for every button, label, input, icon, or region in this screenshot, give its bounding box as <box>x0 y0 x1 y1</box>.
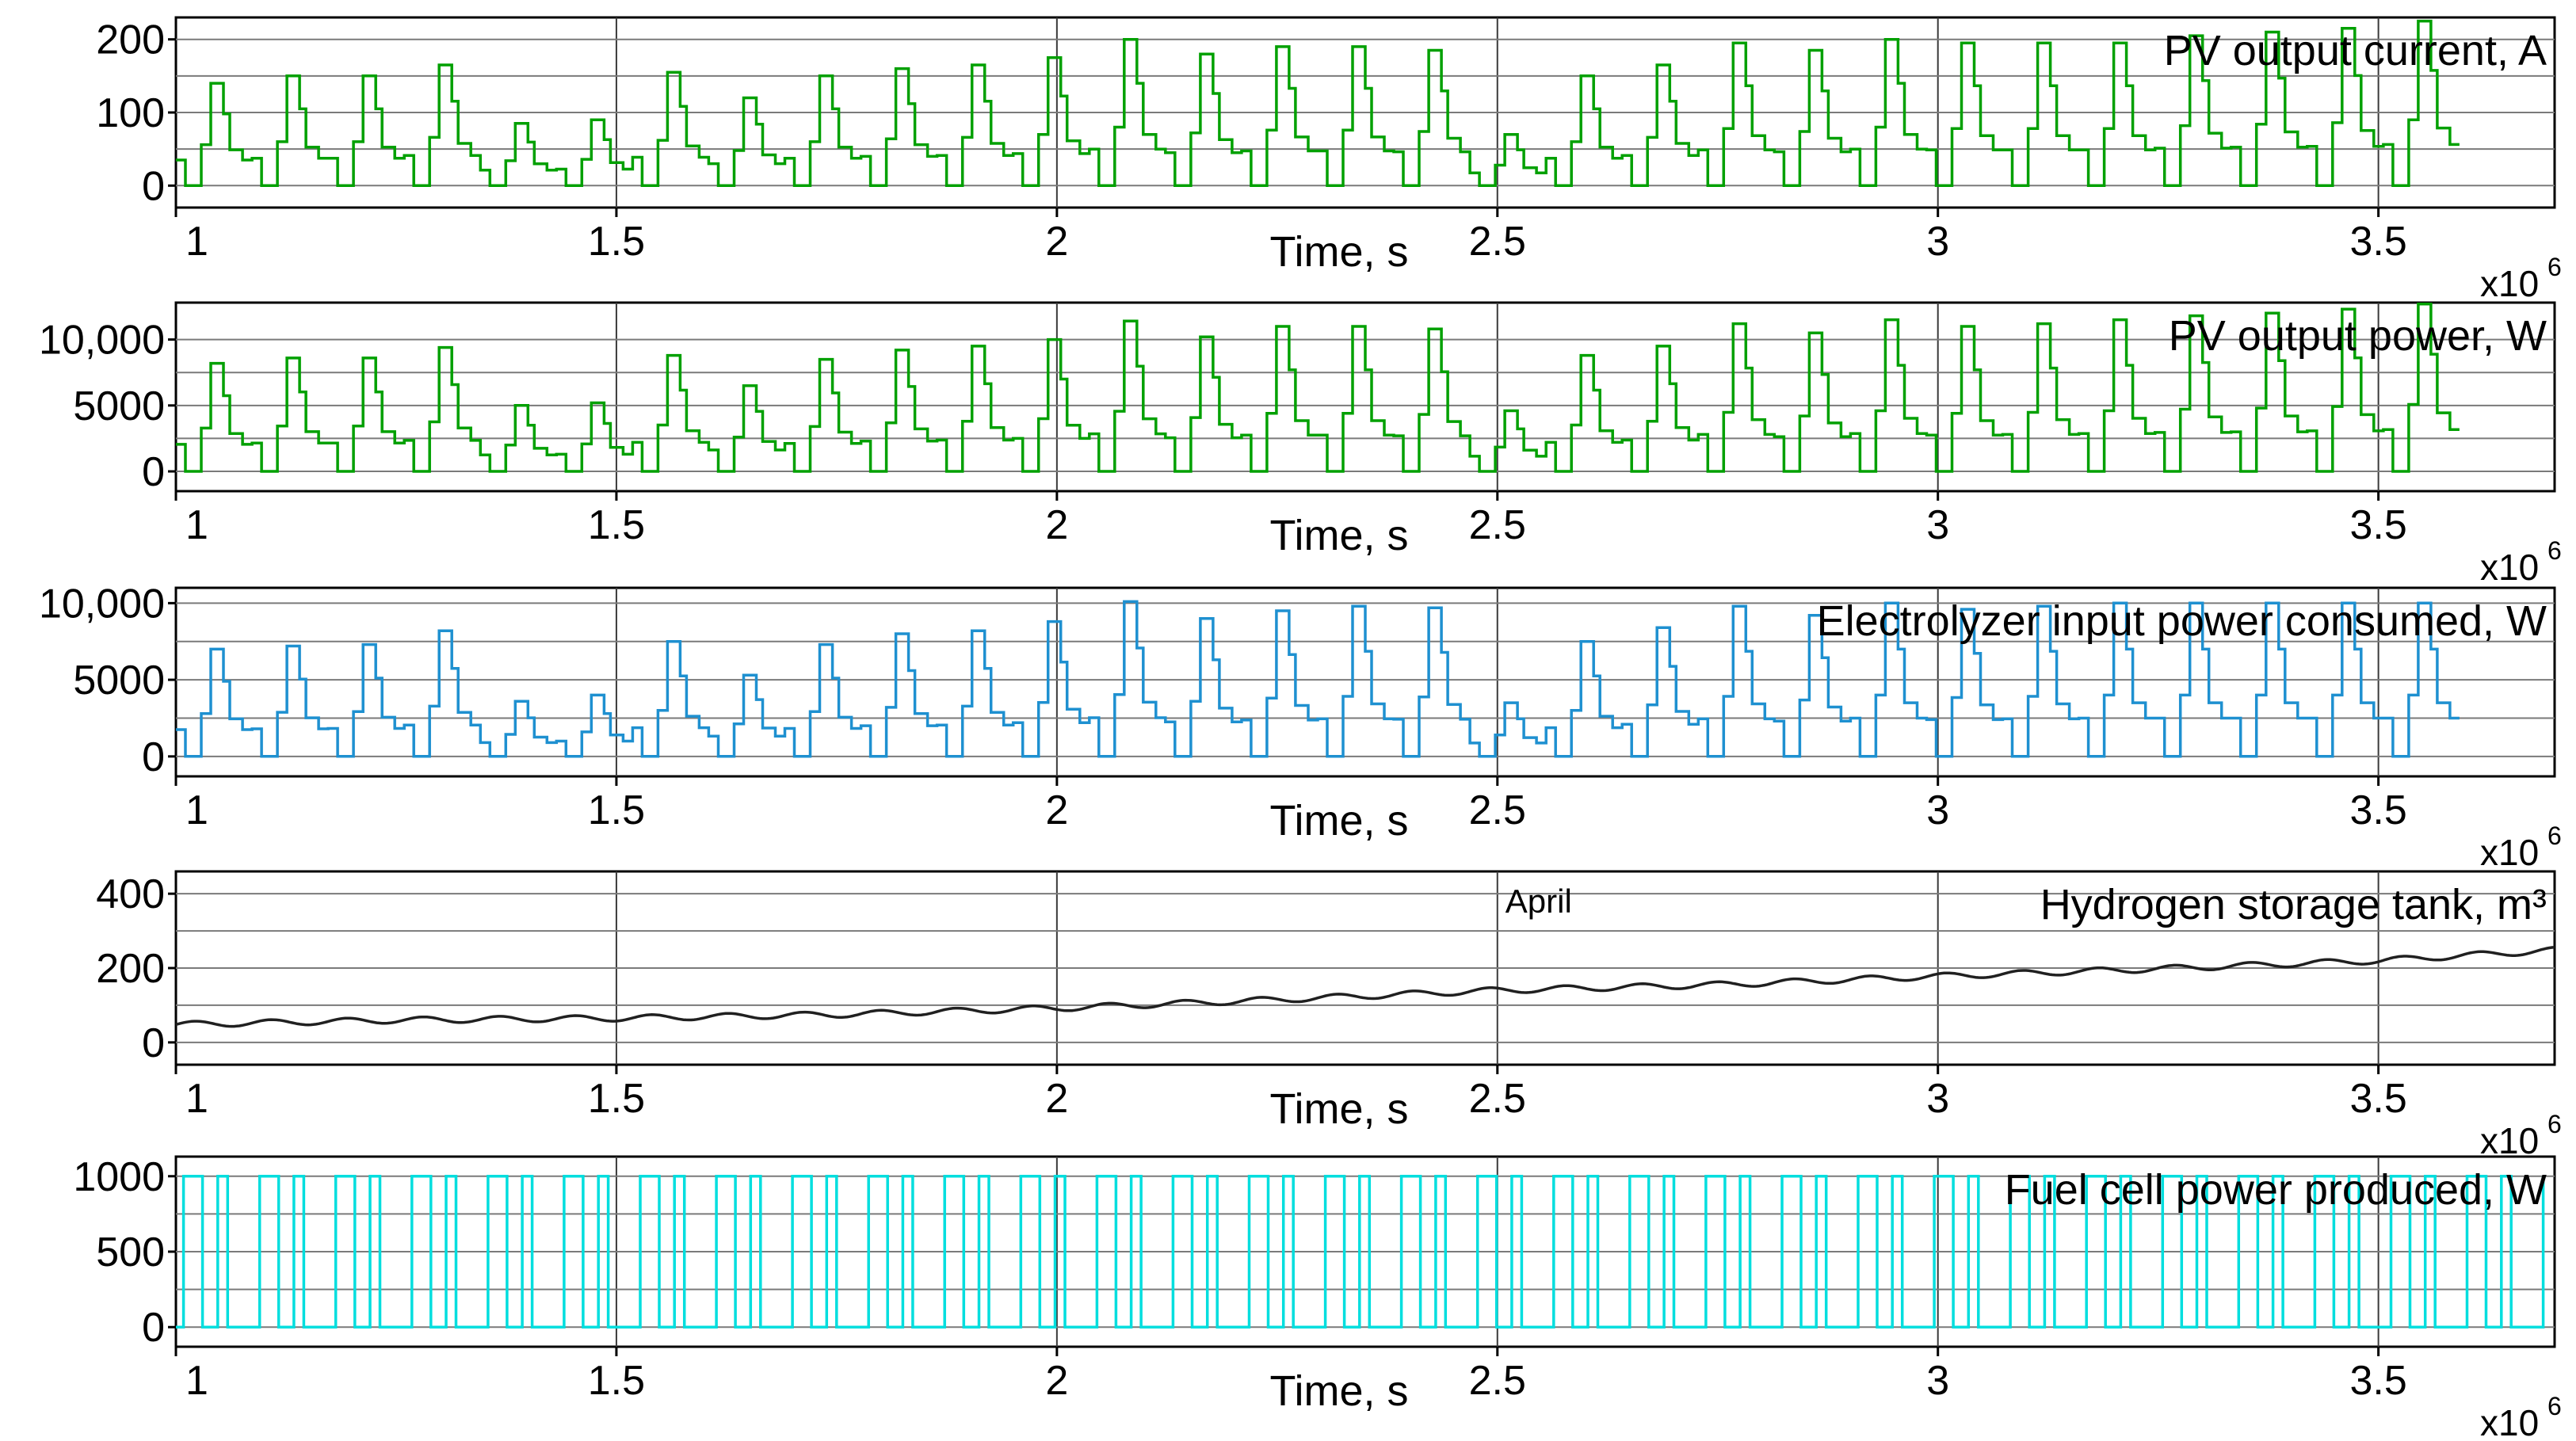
x-exponent-power: 6 <box>2547 1110 2562 1138</box>
series-line <box>175 945 2555 1028</box>
x-tick-label: 2 <box>1045 787 1068 833</box>
x-axis-title: Time, s <box>1270 1085 1409 1133</box>
x-exponent-label: x10 <box>2480 263 2539 304</box>
x-exponent-power: 6 <box>2547 536 2562 565</box>
panel-title: Hydrogen storage tank, m³ <box>2040 881 2547 928</box>
y-tick-label: 200 <box>96 946 165 992</box>
x-tick-label: 3 <box>1926 1076 1949 1122</box>
chart-panel-2: 0 5000 10,000 1 1.5 2 2.5 3 3.5 Time, s x10 6 PV out… <box>39 301 2562 588</box>
y-tick-label: 0 <box>142 1305 165 1351</box>
x-tick-label: 1 <box>185 502 208 548</box>
series-line <box>176 302 2460 473</box>
x-tick-label: 2.5 <box>1469 787 1526 833</box>
annotation-label: April <box>1506 883 1572 920</box>
x-exponent-label: x10 <box>2480 1120 2539 1161</box>
x-tick-label: 1.5 <box>588 1358 645 1404</box>
x-exponent-label: x10 <box>2480 547 2539 588</box>
series-line <box>176 19 2460 188</box>
x-exponent-power: 6 <box>2547 822 2562 850</box>
chart-panel-5: 0 500 1000 1 1.5 2 2.5 3 3.5 Time, s x10 6 Fuel cell… <box>73 1154 2561 1441</box>
gridlines <box>176 303 2555 491</box>
y-tick-label: 0 <box>142 449 165 495</box>
y-tick-label: 5000 <box>73 383 165 429</box>
x-tick-label: 3.5 <box>2349 502 2406 548</box>
y-tick-label: 500 <box>96 1229 165 1275</box>
x-tick-label: 2 <box>1045 502 1068 548</box>
chart-panel-3: 0 5000 10,000 1 1.5 2 2.5 3 3.5 Time, s x10 6 Electr… <box>39 581 2562 873</box>
x-axis-title: Time, s <box>1270 512 1409 559</box>
x-axis-title: Time, s <box>1270 228 1409 276</box>
x-tick-label: 1.5 <box>588 502 645 548</box>
panel-title: PV output power, W <box>2169 312 2547 360</box>
x-tick-label: 1.5 <box>588 787 645 833</box>
x-axis-title: Time, s <box>1270 1367 1409 1415</box>
y-tick-label: 400 <box>96 871 165 917</box>
y-tick-label: 1000 <box>73 1154 165 1200</box>
x-exponent-label: x10 <box>2480 1402 2539 1441</box>
chart-panel-4: 0 200 400 1 1.5 2 2.5 3 3.5 Time, s x10 6 Hydrogen s… <box>96 870 2562 1161</box>
series-line <box>176 600 2460 758</box>
series-line <box>176 1175 2545 1329</box>
y-tick-label: 10,000 <box>39 318 165 364</box>
x-tick-label: 3.5 <box>2349 1358 2406 1404</box>
x-exponent-power: 6 <box>2547 253 2562 281</box>
y-tick-label: 100 <box>96 90 165 136</box>
x-tick-label: 3 <box>1926 787 1949 833</box>
x-exponent-label: x10 <box>2480 832 2539 873</box>
x-tick-label: 3 <box>1926 502 1949 548</box>
y-tick-label: 200 <box>96 17 165 63</box>
y-tick-label: 0 <box>142 734 165 780</box>
x-tick-label: 3 <box>1926 219 1949 265</box>
x-tick-label: 2.5 <box>1469 1076 1526 1122</box>
panel-title: Electrolyzer input power consumed, W <box>1817 597 2547 645</box>
x-tick-label: 2.5 <box>1469 219 1526 265</box>
x-tick-label: 3.5 <box>2349 787 2406 833</box>
x-tick-label: 2 <box>1045 1076 1068 1122</box>
chart-panel-1: 0 100 200 1 1.5 2 2.5 3 3.5 Time, s x10 6 PV output … <box>96 16 2562 304</box>
x-tick-label: 3 <box>1926 1358 1949 1404</box>
y-tick-label: 5000 <box>73 658 165 703</box>
x-tick-label: 1 <box>185 219 208 265</box>
panel-title: PV output current, A <box>2164 27 2547 74</box>
x-tick-label: 2.5 <box>1469 1358 1526 1404</box>
x-tick-label: 2.5 <box>1469 502 1526 548</box>
x-exponent-power: 6 <box>2547 1392 2562 1420</box>
x-tick-label: 1 <box>185 1358 208 1404</box>
x-tick-label: 1.5 <box>588 219 645 265</box>
x-tick-label: 3.5 <box>2349 1076 2406 1122</box>
x-tick-label: 1 <box>185 787 208 833</box>
x-tick-label: 1 <box>185 1076 208 1122</box>
y-tick-label: 0 <box>142 163 165 209</box>
x-tick-label: 3.5 <box>2349 219 2406 265</box>
y-tick-label: 0 <box>142 1020 165 1066</box>
panel-title: Fuel cell power produced, W <box>2005 1166 2547 1214</box>
x-tick-label: 2 <box>1045 219 1068 265</box>
y-tick-label: 10,000 <box>39 581 165 627</box>
x-tick-label: 2 <box>1045 1358 1068 1404</box>
x-tick-label: 1.5 <box>588 1076 645 1122</box>
x-axis-title: Time, s <box>1270 797 1409 844</box>
